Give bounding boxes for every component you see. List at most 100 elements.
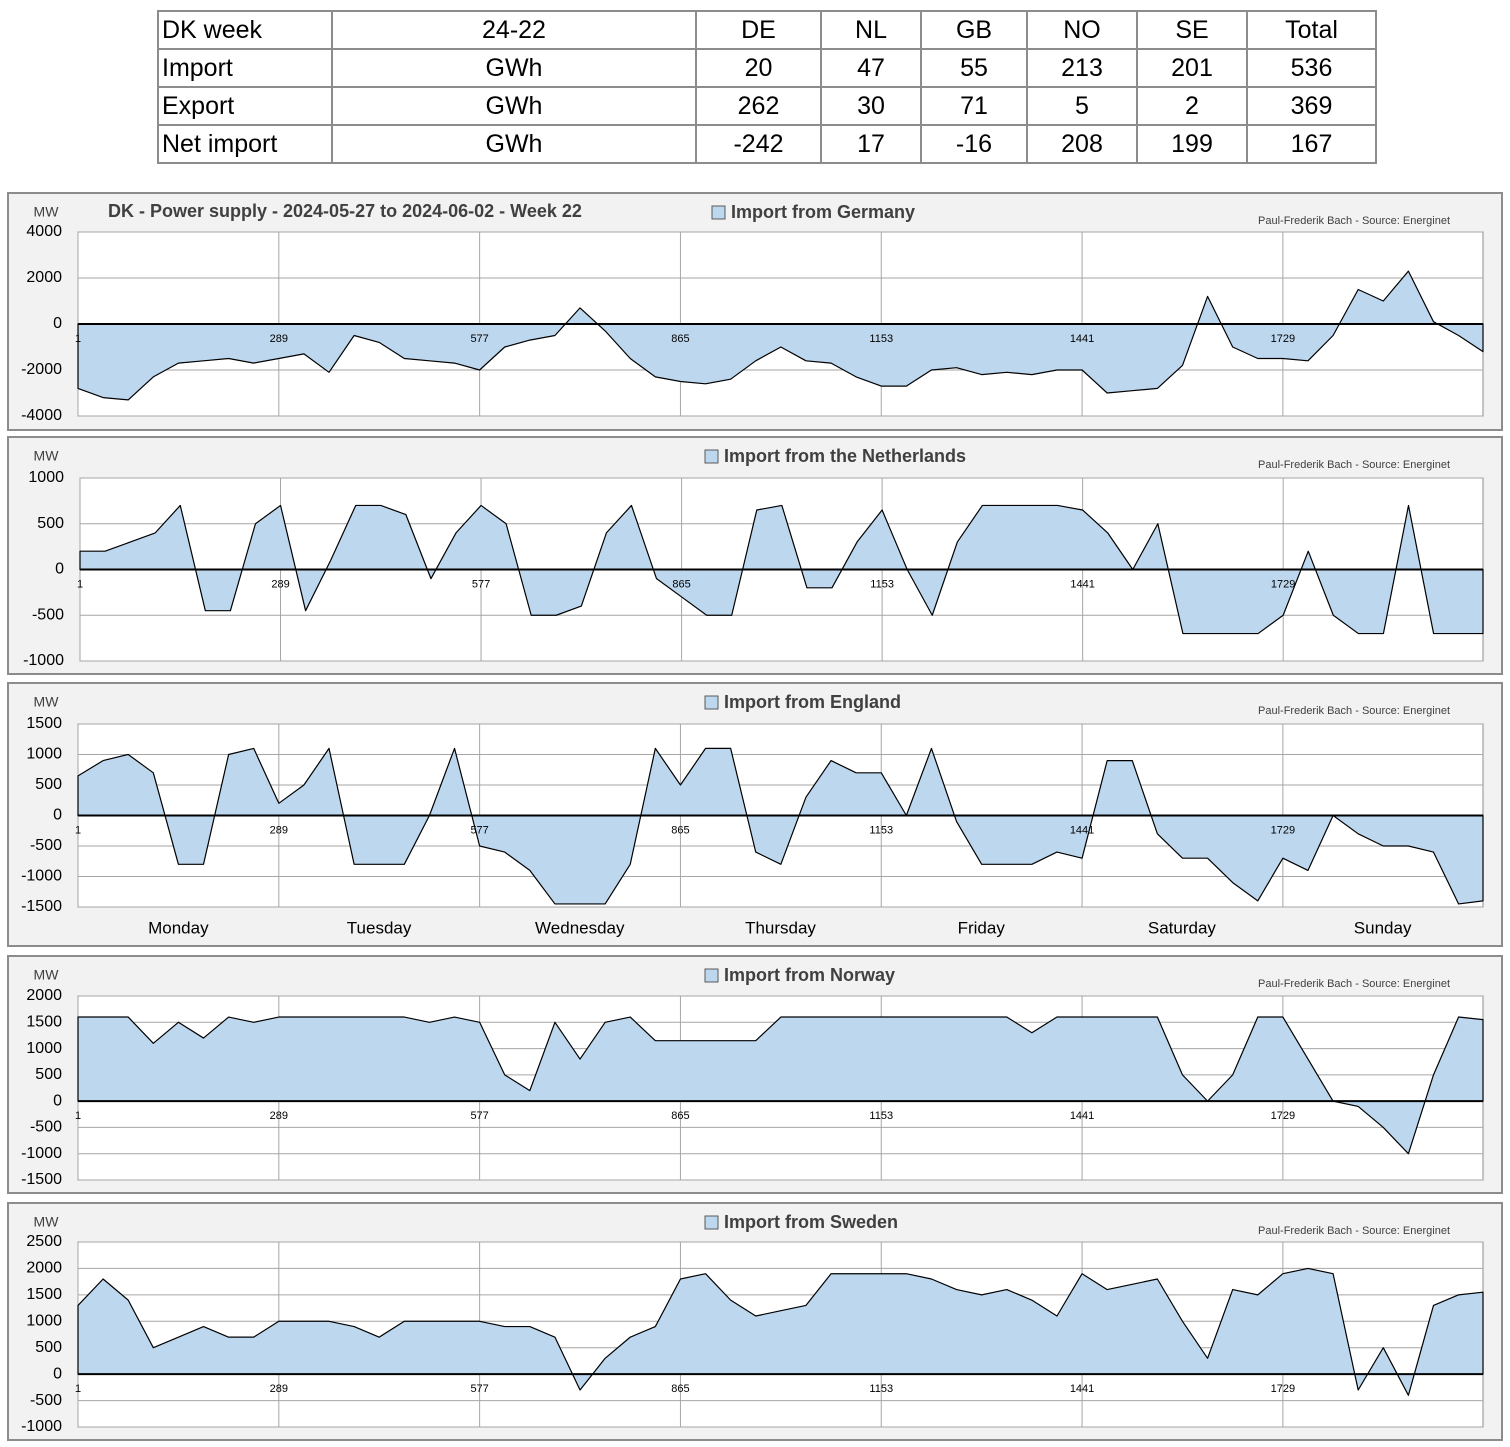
table-cell: GWh xyxy=(331,48,697,88)
table-cell: 30 xyxy=(820,86,922,126)
chart-title: DK - Power supply - 2024-05-27 to 2024-0… xyxy=(108,201,582,221)
credit: Paul-Frederik Bach - Source: Energinet xyxy=(1258,215,1450,227)
x-tick-label: 1153 xyxy=(869,1383,893,1395)
table-cell: -16 xyxy=(920,124,1028,164)
x-tick-label: 577 xyxy=(470,1383,488,1395)
y-tick-label: -500 xyxy=(30,837,62,854)
table-cell: -242 xyxy=(695,124,822,164)
table-cell: 2 xyxy=(1136,86,1248,126)
y-tick-label: 4000 xyxy=(26,223,62,240)
x-tick-label: 1153 xyxy=(869,1110,893,1122)
y-unit: MW xyxy=(34,694,60,710)
x-tick-label: 577 xyxy=(470,333,488,345)
table-cell: Import xyxy=(157,48,333,88)
legend-label: Import from Sweden xyxy=(724,1212,898,1232)
y-tick-label: 1000 xyxy=(28,469,64,486)
legend-label: Import from England xyxy=(724,692,901,712)
y-tick-label: -500 xyxy=(30,1119,62,1136)
table-cell: GB xyxy=(920,10,1028,50)
y-tick-label: 500 xyxy=(37,515,64,532)
x-tick-label: 577 xyxy=(470,824,488,836)
y-tick-label: 500 xyxy=(35,776,62,793)
table-cell: 262 xyxy=(695,86,822,126)
area xyxy=(77,1267,1484,1396)
x-tick-label: 1729 xyxy=(1271,1383,1295,1395)
y-tick-label: 500 xyxy=(35,1339,62,1356)
x-tick-label: 1153 xyxy=(870,578,894,590)
table-cell: Net import xyxy=(157,124,333,164)
x-tick-label: 1 xyxy=(77,578,83,590)
y-unit: MW xyxy=(34,448,60,464)
y-tick-label: 1500 xyxy=(26,715,62,732)
y-tick-label: -1000 xyxy=(21,1418,62,1435)
x-tick-label: 1441 xyxy=(1070,333,1094,345)
table-cell: 536 xyxy=(1246,48,1377,88)
table-cell: NO xyxy=(1026,10,1138,50)
y-tick-label: 2000 xyxy=(26,1260,62,1277)
table-row: Export GWh 262 30 71 5 2 369 xyxy=(157,86,1377,126)
table-header-row: DK week 24-22 DE NL GB NO SE Total xyxy=(157,10,1377,50)
y-tick-label: 0 xyxy=(53,1365,62,1382)
y-tick-label: -1000 xyxy=(21,868,62,885)
x-tick-label: 1 xyxy=(75,333,81,345)
y-tick-label: 1500 xyxy=(26,1286,62,1303)
table-cell: 199 xyxy=(1136,124,1248,164)
summary-table: DK week 24-22 DE NL GB NO SE Total Import GWh 20 47… xyxy=(157,10,1377,164)
area xyxy=(77,747,1484,905)
table-cell: 47 xyxy=(820,48,922,88)
y-tick-label: 2500 xyxy=(26,1233,62,1250)
legend-label: Import from Germany xyxy=(731,202,915,222)
area xyxy=(77,270,1484,401)
x-tick-label: 1441 xyxy=(1070,578,1094,590)
x-tick-label: 1441 xyxy=(1070,1110,1094,1122)
x-tick-label: 1153 xyxy=(869,333,893,345)
x-tick-label: 865 xyxy=(671,1110,689,1122)
table-cell: 24-22 xyxy=(331,10,697,50)
x-tick-label: 577 xyxy=(472,578,490,590)
table-cell: 213 xyxy=(1026,48,1138,88)
x-tick-label: 1441 xyxy=(1070,824,1094,836)
y-tick-label: 1000 xyxy=(26,1313,62,1330)
y-tick-label: -4000 xyxy=(21,407,62,424)
x-tick-label: 289 xyxy=(270,824,288,836)
day-label: Sunday xyxy=(1354,918,1412,937)
y-tick-label: -1000 xyxy=(23,652,64,669)
x-tick-label: 865 xyxy=(672,578,690,590)
y-tick-label: 2000 xyxy=(26,987,62,1004)
day-label: Wednesday xyxy=(535,918,625,937)
table-cell: Total xyxy=(1246,10,1377,50)
y-tick-label: -1500 xyxy=(21,898,62,915)
credit: Paul-Frederik Bach - Source: Energinet xyxy=(1258,978,1450,990)
y-tick-label: 0 xyxy=(53,807,62,824)
table-cell: Export xyxy=(157,86,333,126)
y-unit: MW xyxy=(34,967,60,983)
day-label: Saturday xyxy=(1148,918,1217,937)
credit: Paul-Frederik Bach - Source: Energinet xyxy=(1258,459,1450,471)
y-tick-label: 1000 xyxy=(26,1040,62,1057)
table-cell: 5 xyxy=(1026,86,1138,126)
table-row: Net import GWh -242 17 -16 208 199 167 xyxy=(157,124,1377,164)
table-cell: NL xyxy=(820,10,922,50)
y-tick-label: 1000 xyxy=(26,746,62,763)
day-label: Tuesday xyxy=(347,918,412,937)
y-tick-label: 0 xyxy=(53,1092,62,1109)
y-unit: MW xyxy=(34,1214,60,1230)
legend-swatch xyxy=(704,968,719,983)
x-tick-label: 1441 xyxy=(1070,1383,1094,1395)
table-cell: 208 xyxy=(1026,124,1138,164)
x-tick-label: 1 xyxy=(75,1110,81,1122)
table-cell: 55 xyxy=(920,48,1028,88)
x-tick-label: 1729 xyxy=(1271,824,1295,836)
y-tick-label: -500 xyxy=(30,1392,62,1409)
table-cell: 167 xyxy=(1246,124,1377,164)
y-tick-label: 0 xyxy=(53,315,62,332)
table-cell: 201 xyxy=(1136,48,1248,88)
x-tick-label: 1 xyxy=(75,1383,81,1395)
x-tick-label: 865 xyxy=(671,824,689,836)
table-cell: DK week xyxy=(157,10,333,50)
x-tick-label: 289 xyxy=(271,578,289,590)
y-tick-label: -2000 xyxy=(21,361,62,378)
table-cell: 71 xyxy=(920,86,1028,126)
